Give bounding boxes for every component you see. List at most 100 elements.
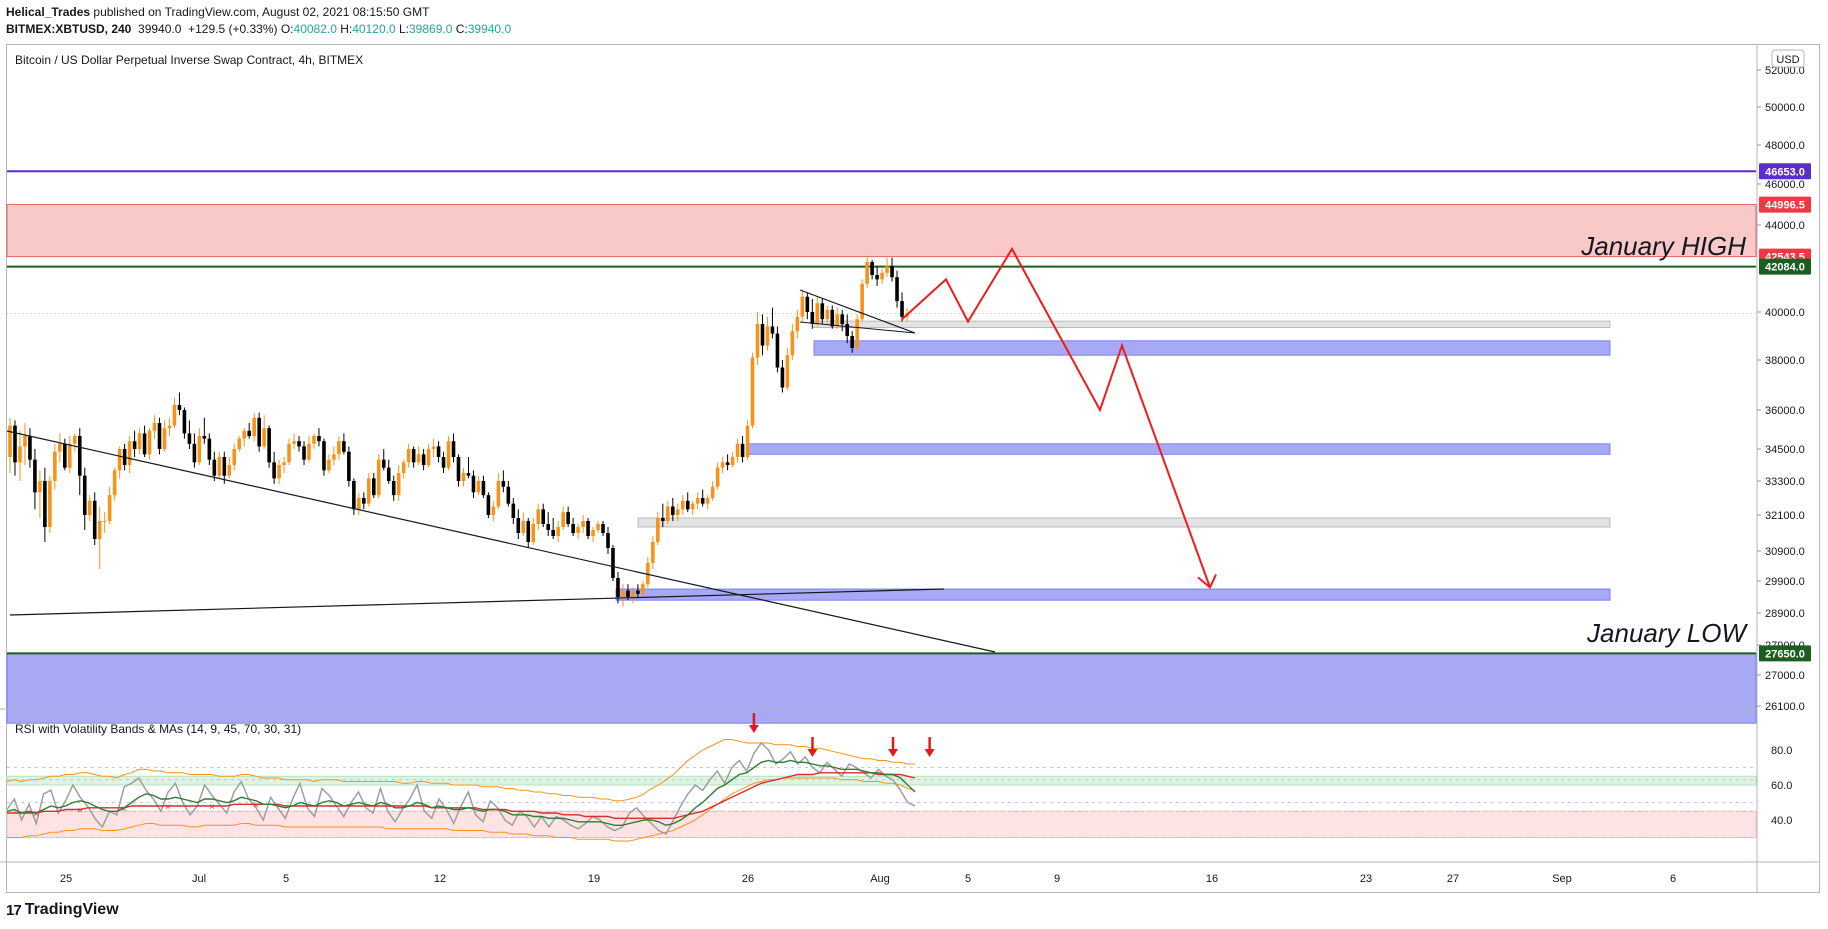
- candle: [890, 257, 894, 282]
- candle-body: [147, 430, 152, 455]
- candle: [232, 443, 237, 471]
- candle: [451, 433, 456, 463]
- candle: [38, 470, 42, 518]
- time-tick-label: 25: [60, 873, 72, 885]
- candle: [680, 495, 685, 515]
- candle: [760, 314, 765, 356]
- footer-brand[interactable]: 17 TradingView: [6, 901, 119, 919]
- candle: [656, 512, 660, 545]
- candle: [207, 433, 212, 465]
- candle: [521, 512, 526, 536]
- candle-body: [202, 436, 207, 439]
- candle-body: [376, 459, 381, 496]
- candle: [43, 467, 47, 542]
- candle: [586, 518, 590, 539]
- candle-body: [621, 590, 625, 597]
- candle-body: [636, 590, 640, 594]
- candle-body: [92, 500, 97, 539]
- price-tick-label: 34500.0: [1765, 444, 1805, 456]
- candle-body: [870, 261, 874, 276]
- currency-badge-box[interactable]: [1771, 49, 1805, 68]
- candle-body: [23, 436, 27, 447]
- candle-body: [107, 495, 112, 521]
- candle: [162, 420, 167, 452]
- low-value: 39869.0: [409, 22, 453, 36]
- candle-body: [411, 449, 416, 463]
- symbol-label[interactable]: BITMEX:XBTUSD, 240: [6, 22, 132, 36]
- candle: [68, 436, 72, 473]
- candle: [601, 521, 605, 536]
- candle: [217, 451, 222, 479]
- candle: [322, 438, 326, 476]
- candle-body: [332, 454, 336, 460]
- candle: [297, 436, 301, 452]
- candle: [755, 312, 760, 365]
- candle: [511, 498, 516, 524]
- candle: [72, 433, 77, 452]
- candle: [870, 259, 874, 280]
- candle: [546, 512, 550, 536]
- candle-body: [581, 521, 585, 527]
- price-tick-label: 48000.0: [1765, 140, 1805, 152]
- candle: [765, 316, 770, 351]
- candle-body: [267, 428, 271, 463]
- open-value: 40082.0: [293, 22, 337, 36]
- candle: [362, 492, 366, 510]
- candle-body: [302, 446, 306, 460]
- candle: [705, 495, 710, 510]
- zone-blue-6: [6, 652, 1757, 724]
- author-name[interactable]: Helical_Trades: [6, 5, 91, 19]
- candle: [132, 430, 137, 457]
- candle-body: [541, 509, 546, 524]
- publish-info: Helical_Trades published on TradingView.…: [6, 5, 429, 19]
- candle-body: [526, 521, 531, 542]
- candle-body: [43, 481, 47, 527]
- time-tick-label: 9: [1054, 873, 1060, 885]
- zone-grey-4: [637, 517, 1611, 528]
- candle-body: [745, 425, 750, 457]
- candle: [815, 296, 820, 327]
- price-tick-label: 26100.0: [1765, 701, 1805, 713]
- candle: [416, 446, 421, 465]
- candle-body: [142, 433, 147, 455]
- candle-body: [162, 428, 167, 449]
- candle: [750, 352, 755, 429]
- candle: [172, 397, 177, 429]
- candle-body: [152, 423, 157, 431]
- candle: [23, 423, 27, 465]
- time-tick-label: 26: [742, 873, 754, 885]
- candle: [18, 430, 22, 481]
- time-tick-label: 27: [1447, 873, 1459, 885]
- candle: [471, 470, 476, 498]
- candle-body: [28, 436, 32, 460]
- rsi-cross-marker-icon: ×: [77, 806, 83, 817]
- rsi-fast-ma: [6, 759, 916, 827]
- candle: [177, 392, 182, 416]
- candle-body: [730, 457, 735, 465]
- high-value: 40120.0: [352, 22, 396, 36]
- candle-body: [486, 495, 491, 515]
- candle-body: [601, 524, 605, 533]
- candle: [332, 446, 336, 465]
- candle: [880, 268, 884, 284]
- candle: [581, 515, 585, 533]
- candle: [775, 326, 780, 373]
- candle-body: [835, 314, 840, 327]
- candle: [571, 518, 575, 536]
- price-tick-label: 38000.0: [1765, 355, 1805, 367]
- candle-body: [785, 355, 790, 388]
- candle: [606, 527, 610, 554]
- price-tick-label: 44000.0: [1765, 220, 1805, 232]
- time-tick-label: 5: [283, 873, 289, 885]
- rsi-lower-band: [7, 777, 916, 842]
- candle-body: [750, 357, 755, 426]
- candle-body: [307, 443, 311, 460]
- candle-body: [680, 500, 685, 510]
- candle: [566, 506, 570, 527]
- candle-body: [895, 277, 899, 302]
- candle: [820, 298, 825, 324]
- candle-body: [710, 486, 715, 498]
- candle: [456, 454, 461, 487]
- candle-body: [456, 457, 461, 481]
